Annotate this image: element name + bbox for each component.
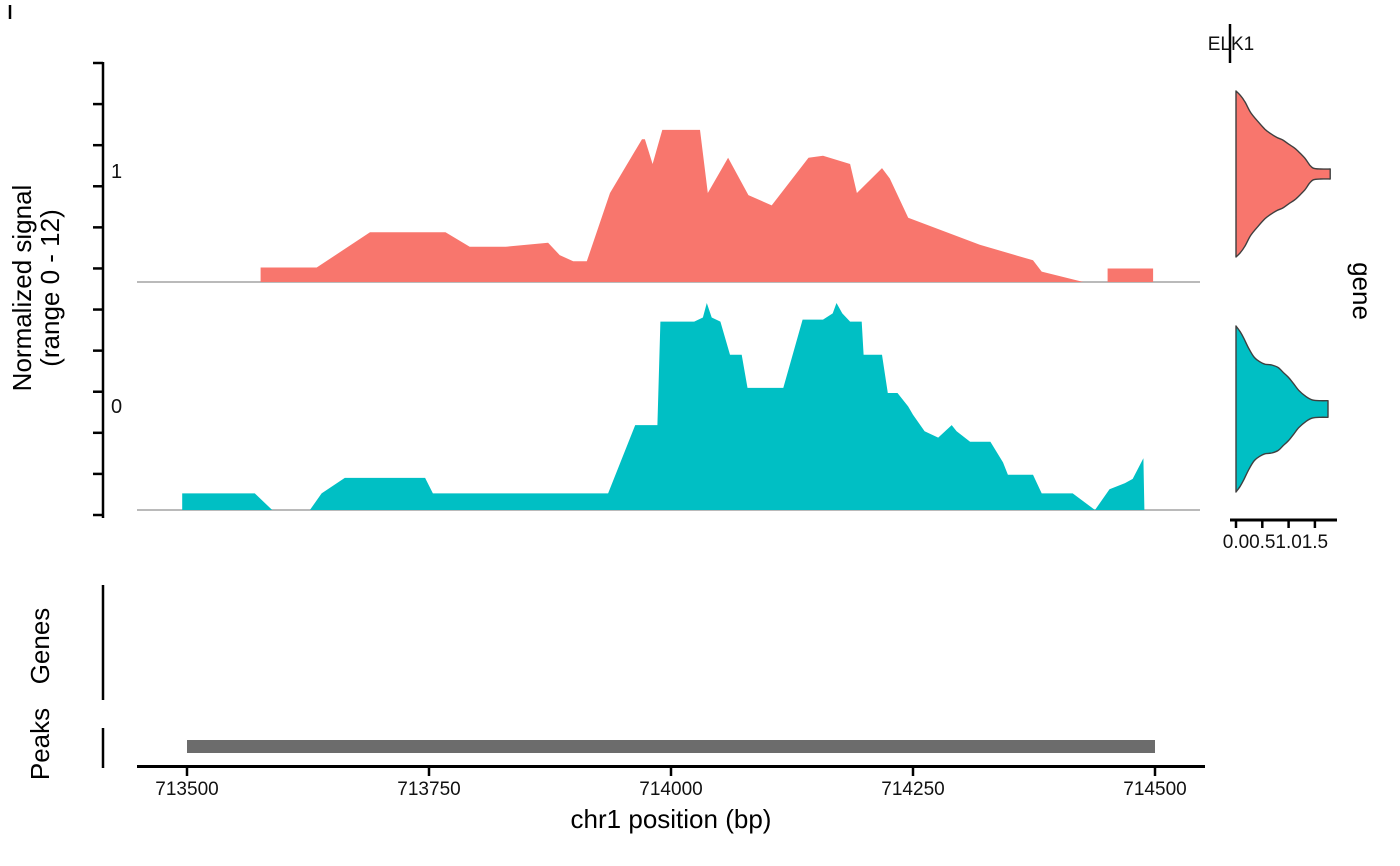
group-label-1: 1 <box>111 161 122 183</box>
coverage-area-group-0 <box>182 303 1145 510</box>
expression-violin-group-0 <box>1235 325 1329 493</box>
x-axis-tick-label: 714500 <box>1123 779 1186 800</box>
coverage-area-group-1 <box>260 129 1154 282</box>
expression-tick-label: 1.0 <box>1275 532 1301 553</box>
expression-violin-group-1 <box>1235 90 1331 258</box>
expression-tick-label: 0.5 <box>1249 532 1275 553</box>
x-axis-tick-label: 714000 <box>639 779 702 800</box>
gene-name-label: ELK1 <box>1208 34 1254 55</box>
signal-axis-title: Normalized signal (range 0 - 12) <box>6 184 65 392</box>
x-axis-tick-label: 713750 <box>397 779 460 800</box>
peaks-track-label: Peaks <box>24 707 55 781</box>
peak-region-bar <box>187 740 1155 753</box>
signal-axis-title-line1: Normalized signal <box>6 184 37 392</box>
signal-axis-title-line2: (range 0 - 12) <box>35 209 65 367</box>
gene-axis-title: gene <box>1347 262 1378 320</box>
x-axis-tick-label: 713500 <box>155 779 218 800</box>
x-axis-tick-label: 714250 <box>881 779 944 800</box>
expression-tick-label: 0.0 <box>1223 532 1249 553</box>
expression-tick-label: 1.5 <box>1302 532 1328 553</box>
group-label-0: 0 <box>111 396 122 418</box>
genes-track-label: Genes <box>24 607 55 685</box>
x-axis-title: chr1 position (bp) <box>570 803 772 834</box>
